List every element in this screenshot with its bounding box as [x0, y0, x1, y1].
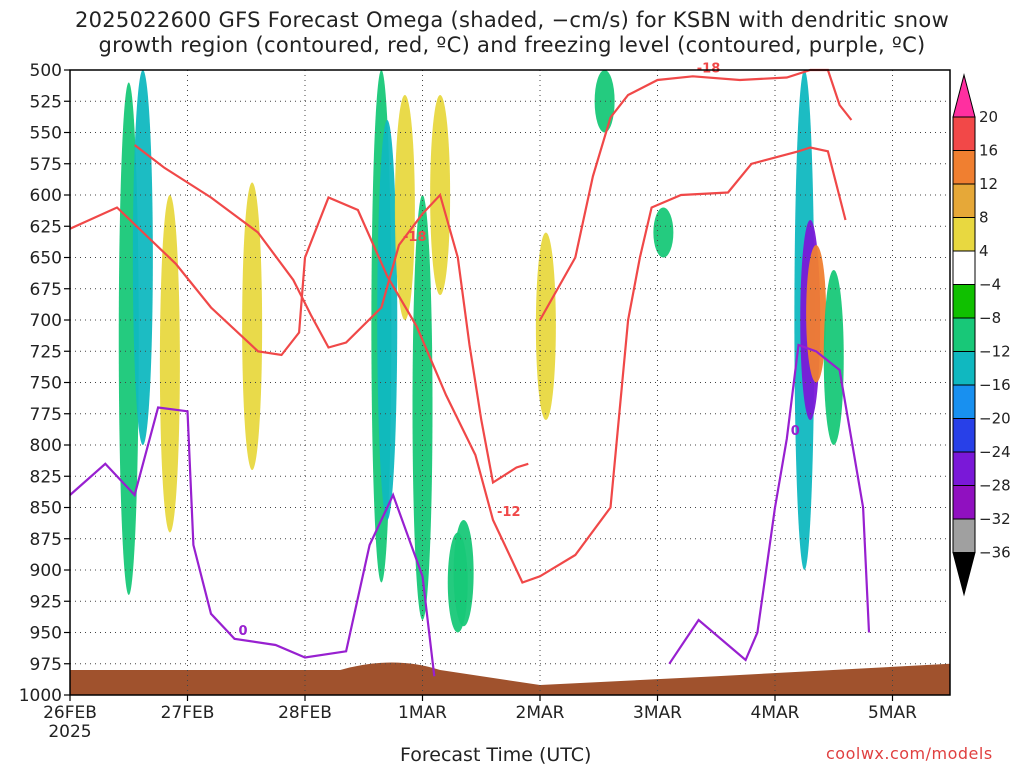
colorbar-segment — [952, 351, 976, 386]
y-tick-label: 500 — [30, 61, 62, 81]
y-tick-label: 900 — [30, 561, 62, 581]
y-tick-label: 750 — [30, 374, 62, 394]
chart-title-line-1: 2025022600 GFS Forecast Omega (shaded, −… — [74, 8, 950, 32]
omega-region — [132, 70, 153, 445]
freezing-level-contour-label: 0 — [791, 424, 800, 439]
colorbar-segment — [952, 116, 976, 151]
colorbar-label: −20 — [979, 410, 1011, 428]
y-tick-label: 675 — [30, 280, 62, 300]
omega-region — [653, 207, 674, 258]
colorbar-segment — [952, 150, 976, 185]
y-tick-label: 625 — [30, 217, 62, 237]
y-tick-label: 525 — [30, 92, 62, 112]
colorbar: 20 16 12 8 4 −4 −8 −12 −16 −20 −24 −28 −32 −36 — [952, 73, 1011, 597]
colorbar-label: 4 — [979, 242, 989, 260]
dgz-contour — [133, 144, 529, 485]
omega-region — [823, 270, 844, 445]
y-tick-label: 775 — [30, 405, 62, 425]
colorbar-label: 20 — [979, 108, 998, 126]
terrain-fill — [70, 662, 950, 695]
omega-region — [594, 70, 615, 133]
colorbar-label: −8 — [979, 309, 1001, 327]
y-tick-label: 875 — [30, 530, 62, 550]
credit-text: coolwx.com/models — [826, 744, 993, 763]
x-tick-label: 26FEB — [43, 703, 97, 723]
omega-region — [453, 520, 474, 627]
x-tick-label: 1MAR — [398, 703, 447, 723]
colorbar-top-arrow — [952, 73, 976, 118]
y-tick-label: 550 — [30, 124, 62, 144]
omega-shading-layer — [118, 70, 844, 633]
omega-region — [412, 195, 433, 620]
colorbar-segment — [952, 485, 976, 520]
freezing-level-contour — [69, 406, 436, 677]
grid-layer — [69, 69, 950, 696]
y-tick-label: 975 — [30, 655, 62, 675]
colorbar-segment — [952, 217, 976, 252]
dgz-contour — [69, 146, 847, 584]
y-tick-label: 800 — [30, 436, 62, 456]
chart-title-line-2: growth region (contoured, red, ºC) and f… — [98, 33, 926, 57]
x-tick-label: 27FEB — [161, 703, 215, 723]
dgz-contour-label: -12 — [497, 505, 521, 520]
y-tick-label: 650 — [30, 249, 62, 269]
colorbar-segment — [952, 317, 976, 352]
x-tick-label: 5MAR — [868, 703, 917, 723]
x-tick-label: 3MAR — [633, 703, 682, 723]
y-tick-label: 575 — [30, 155, 62, 175]
colorbar-label: −36 — [979, 544, 1011, 562]
colorbar-label: −28 — [979, 477, 1011, 495]
colorbar-segment — [952, 518, 976, 553]
colorbar-bottom-arrow — [952, 552, 976, 597]
colorbar-label: 8 — [979, 209, 989, 227]
colorbar-segment — [952, 250, 976, 285]
y-tick-label: 600 — [30, 186, 62, 206]
colorbar-label: −4 — [979, 276, 1001, 294]
y-tick-label: 950 — [30, 624, 62, 644]
y-tick-label: 825 — [30, 467, 62, 487]
colorbar-label: −16 — [979, 376, 1011, 394]
colorbar-label: −32 — [979, 510, 1011, 528]
colorbar-segment — [952, 384, 976, 419]
y-tick-label: 850 — [30, 499, 62, 519]
x-tick-label: 2MAR — [516, 703, 565, 723]
contour-layer: -18 -18 -12 0 0 — [69, 61, 871, 677]
freezing-level-contour-label: 0 — [239, 624, 248, 639]
colorbar-segment — [952, 284, 976, 319]
y-tick-label: 700 — [30, 311, 62, 331]
terrain-layer — [70, 662, 950, 695]
colorbar-label: 16 — [979, 142, 998, 160]
x-axis-label: Forecast Time (UTC) — [400, 744, 592, 766]
omega-region — [159, 195, 180, 533]
freezing-level-contour — [668, 343, 871, 665]
omega-region — [242, 182, 263, 470]
omega-region — [535, 232, 556, 420]
colorbar-segment — [952, 418, 976, 453]
x-tick-label: 28FEB — [278, 703, 332, 723]
x-tick-label: 4MAR — [751, 703, 800, 723]
y-tick-label: 725 — [30, 342, 62, 362]
omega-region — [394, 95, 415, 320]
colorbar-segment — [952, 451, 976, 486]
colorbar-label: −24 — [979, 443, 1011, 461]
x-year-label: 2025 — [48, 722, 91, 742]
colorbar-segment — [952, 183, 976, 218]
dgz-contour-label: -18 — [697, 61, 721, 76]
colorbar-label: −12 — [979, 343, 1011, 361]
omega-region — [377, 120, 398, 520]
colorbar-label: 12 — [979, 175, 998, 193]
omega-region — [806, 245, 827, 383]
y-tick-label: 925 — [30, 592, 62, 612]
x-axis: 26FEB 27FEB 28FEB 1MAR 2MAR 3MAR 4MAR 5MAR 2025 — [43, 695, 917, 742]
y-axis: 500 525 550 575 600 625 650 675 700 725 750 775 800 8… — [19, 61, 70, 706]
dgz-contour-label: -18 — [403, 230, 427, 245]
y-tick-label: 1000 — [19, 686, 62, 706]
